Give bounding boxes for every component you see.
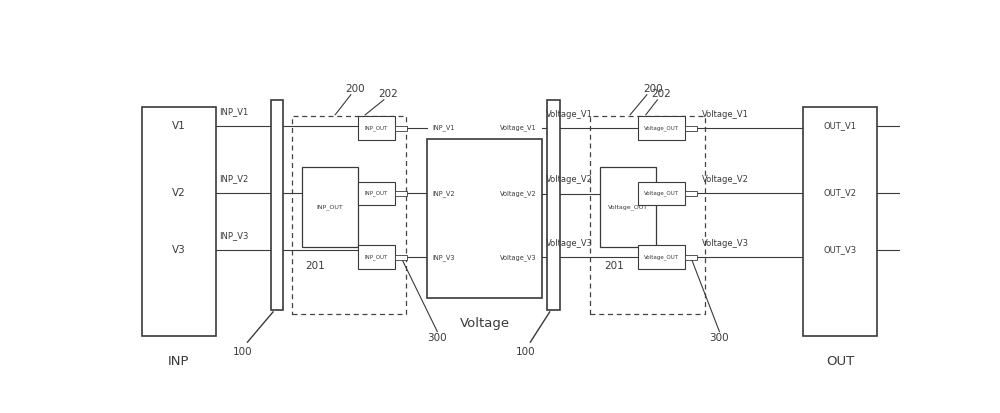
Bar [302,167,358,247]
Text: INP_V3: INP_V3 [219,231,248,240]
Text: INP_V2: INP_V2 [219,174,248,183]
Bar [638,116,685,140]
Text: OUT_V2: OUT_V2 [823,188,856,197]
Bar [358,245,395,269]
Bar [292,116,406,313]
Text: 100: 100 [233,347,253,357]
Text: INP_V2: INP_V2 [433,190,455,197]
Text: INP_V1: INP_V1 [219,107,248,116]
Bar [142,107,216,336]
Bar [547,100,560,310]
Text: Voltage_V1: Voltage_V1 [500,125,537,131]
Bar [395,126,407,131]
Text: V1: V1 [172,121,186,131]
Text: V2: V2 [172,188,186,198]
Text: 100: 100 [516,347,535,357]
Bar [600,167,656,247]
Text: 300: 300 [710,332,729,343]
Bar [685,126,697,131]
Text: INP_OUT: INP_OUT [364,254,388,260]
Bar [395,191,407,196]
Text: INP_OUT: INP_OUT [364,126,388,131]
Bar [638,182,685,205]
Text: Voltage_V3: Voltage_V3 [500,254,537,261]
Text: OUT: OUT [826,355,854,368]
Bar [803,107,877,336]
Text: Voltage_V2: Voltage_V2 [702,175,748,184]
Text: INP_V3: INP_V3 [433,254,455,261]
Text: Voltage_OUT: Voltage_OUT [644,254,679,260]
Text: 202: 202 [651,89,671,99]
Text: INP_OUT: INP_OUT [316,204,343,210]
Text: Voltage_V1: Voltage_V1 [546,109,593,119]
Text: 201: 201 [604,261,624,271]
Text: Voltage_V3: Voltage_V3 [546,239,593,248]
Bar [271,100,283,310]
Text: 202: 202 [378,89,398,99]
Bar [427,139,542,298]
Bar [685,254,697,260]
Text: 200: 200 [643,84,663,94]
Text: Voltage_OUT: Voltage_OUT [644,191,679,196]
Text: Voltage_V2: Voltage_V2 [500,190,537,197]
Text: 200: 200 [345,84,365,94]
Text: OUT_V1: OUT_V1 [823,121,856,131]
Text: INP_V1: INP_V1 [433,125,455,131]
Bar [358,182,395,205]
Text: OUT_V3: OUT_V3 [823,245,856,254]
Text: Voltage_OUT: Voltage_OUT [608,204,648,210]
Text: 300: 300 [428,332,447,343]
Text: Voltage_V3: Voltage_V3 [702,239,749,248]
Bar [395,254,407,260]
Bar [685,191,697,196]
Text: Voltage: Voltage [460,317,510,330]
Text: Voltage_V2: Voltage_V2 [546,175,593,184]
Bar [638,245,685,269]
Text: 201: 201 [306,261,325,271]
Text: Voltage_OUT: Voltage_OUT [644,126,679,131]
Text: V3: V3 [172,245,186,255]
Bar [590,116,705,313]
Text: INP: INP [168,355,190,368]
Text: Voltage_V1: Voltage_V1 [702,109,748,119]
Bar [358,116,395,140]
Text: INP_OUT: INP_OUT [364,191,388,196]
